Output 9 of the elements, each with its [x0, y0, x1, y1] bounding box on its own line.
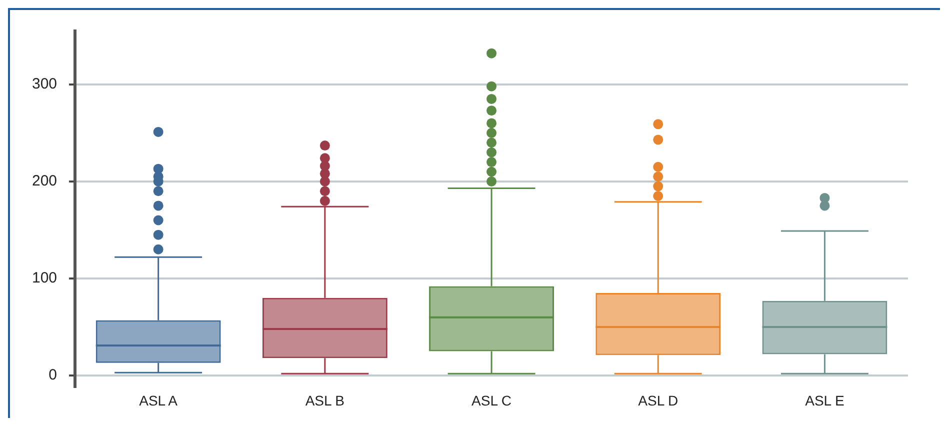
y-tick-label: 100 [32, 270, 58, 287]
x-tick-label: ASL B [305, 392, 345, 408]
x-tick-label: ASL D [638, 392, 678, 408]
x-tick-label: ASL A [139, 392, 178, 408]
x-tick-label: ASL C [472, 392, 512, 408]
y-tick-label: 0 [48, 366, 58, 384]
y-tick-label: 200 [32, 172, 58, 190]
y-tick-label: 300 [32, 76, 58, 93]
x-tick-label: ASL E [805, 392, 844, 408]
